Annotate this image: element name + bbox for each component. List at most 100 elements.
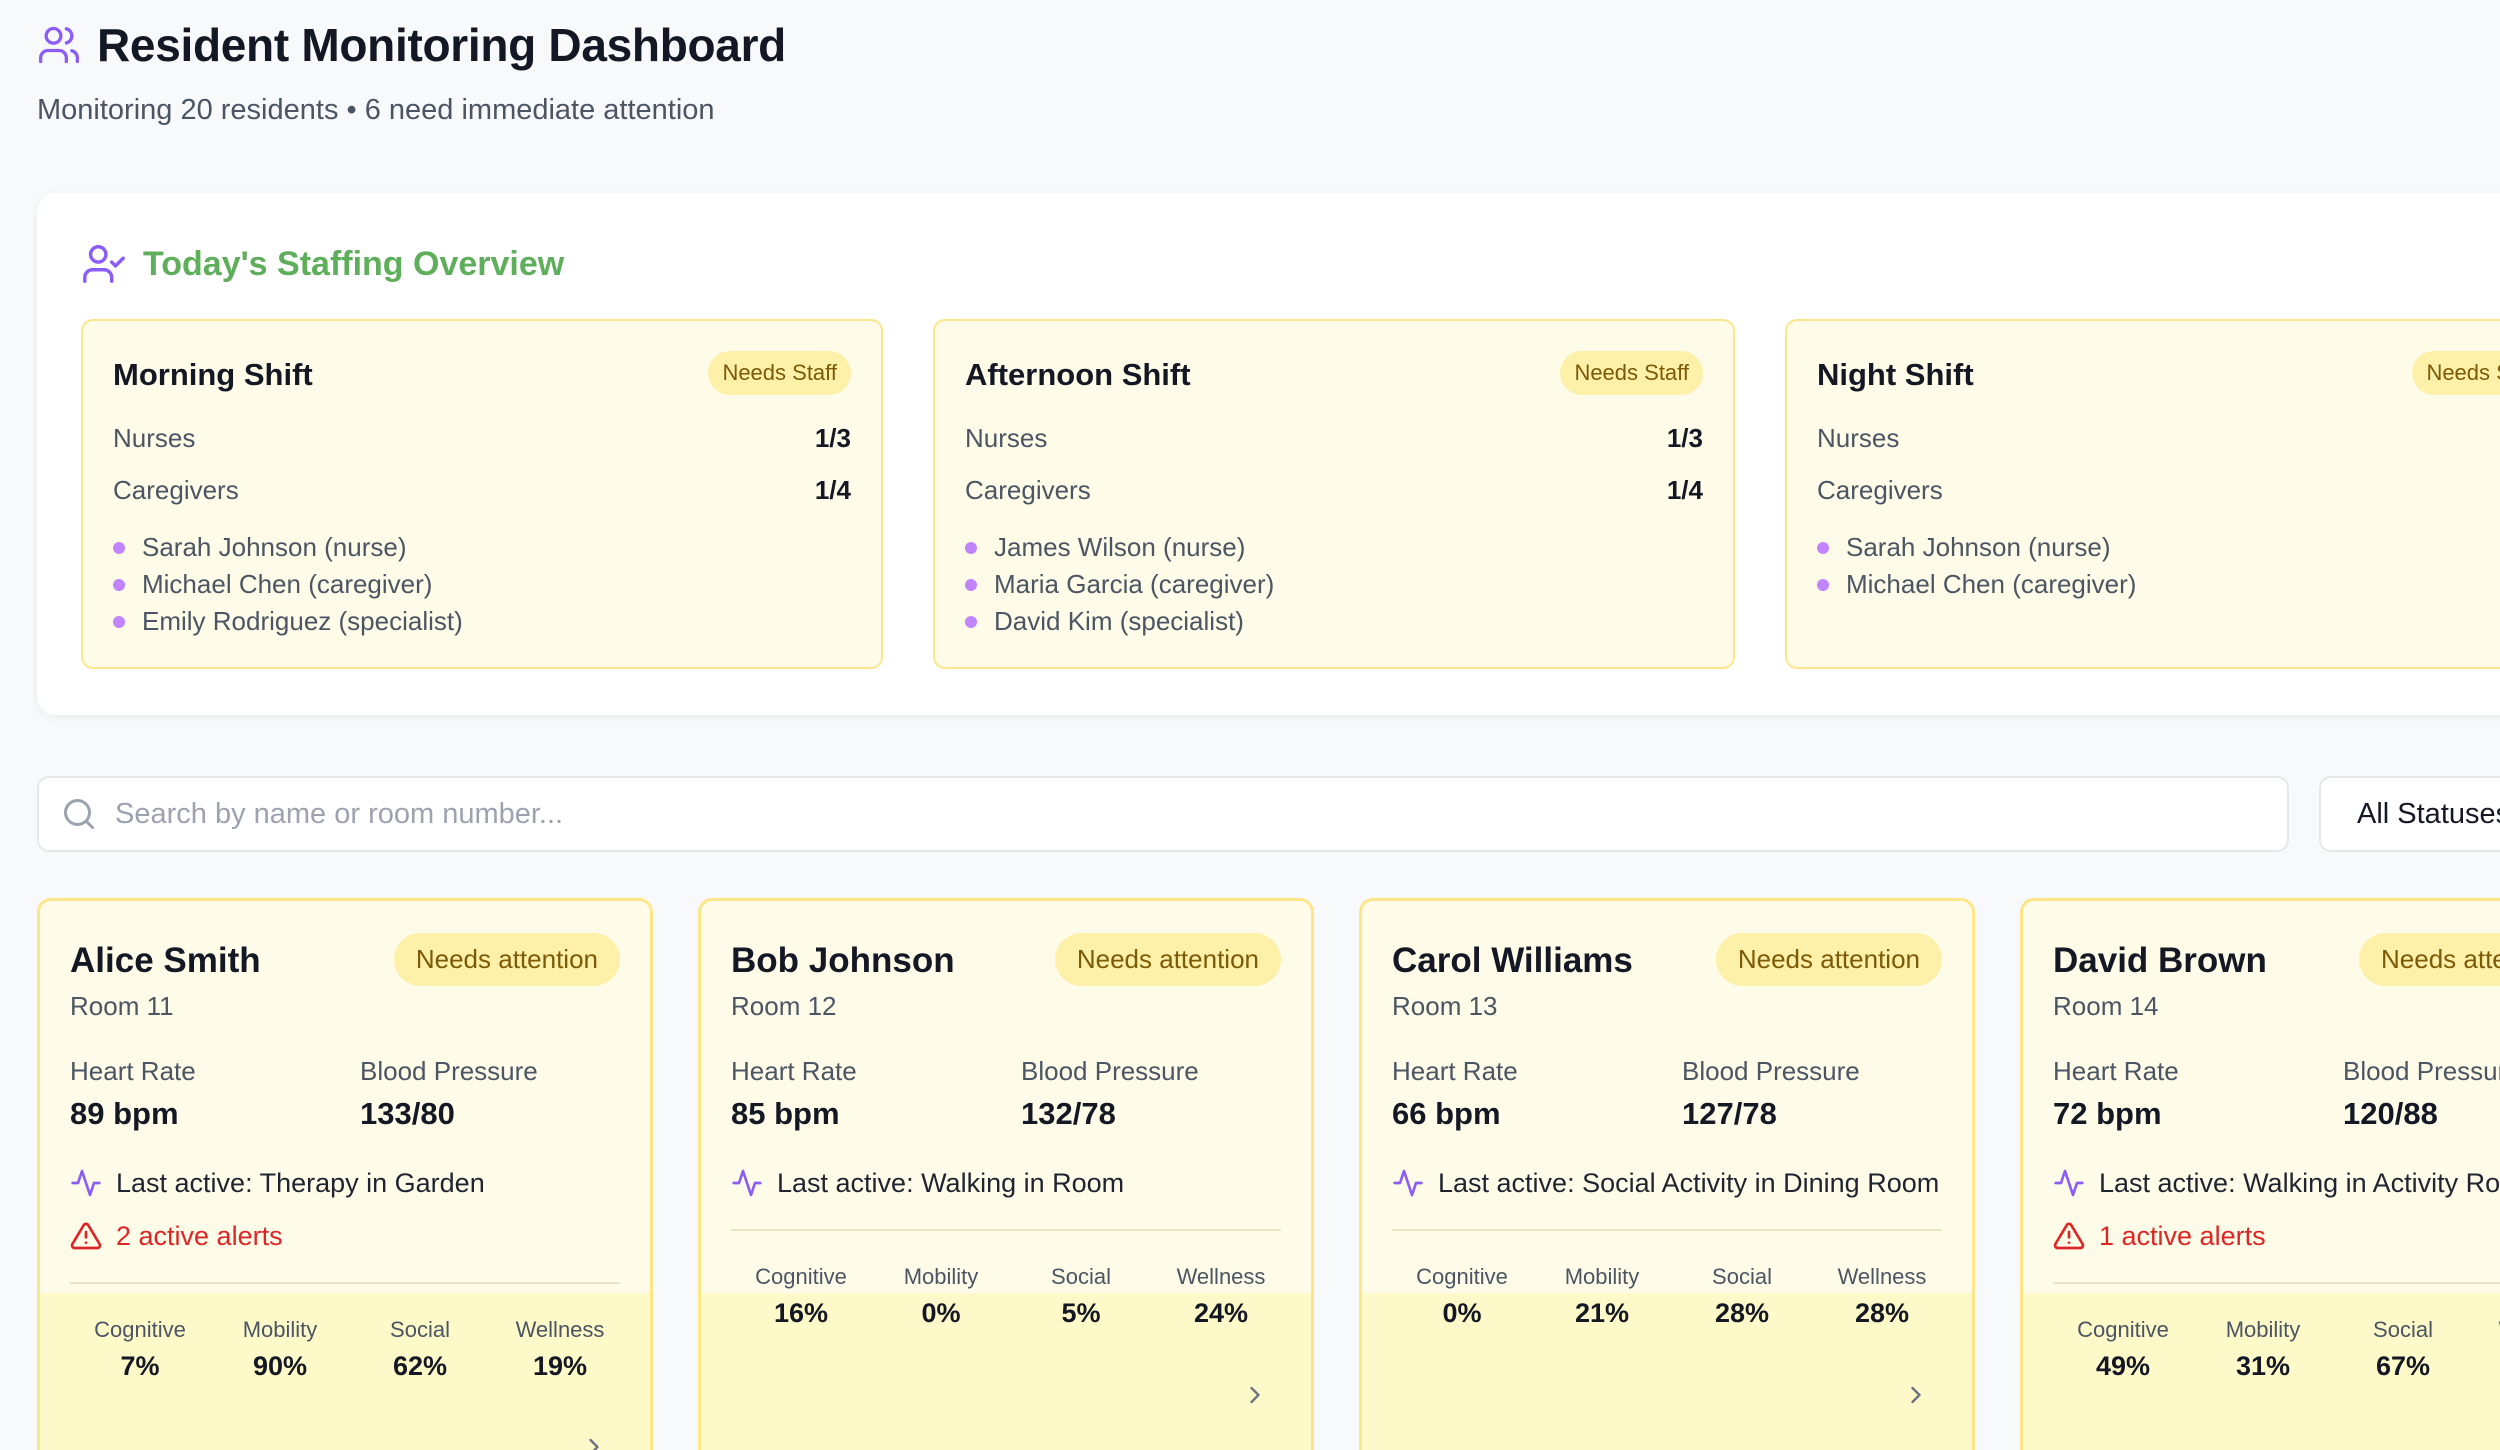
- metric-wellness: Wellness: [2473, 1317, 2500, 1382]
- card-footer: [40, 1293, 650, 1450]
- metric-label: Mobility: [903, 1264, 979, 1289]
- metric-cognitive: Cognitive 49%: [2053, 1317, 2193, 1382]
- metric-value: 28%: [1854, 1298, 1910, 1328]
- heart-rate-label: Heart Rate: [70, 1056, 196, 1086]
- nurses-count: 1/3: [814, 423, 851, 453]
- metric-value: 67%: [2375, 1351, 2431, 1381]
- last-activity: Last active: Walking in Room: [731, 1167, 1124, 1199]
- metrics-row: Cognitive 49% Mobility 31% Social 67% Welln…: [2053, 1317, 2500, 1382]
- metrics-row: Cognitive 7% Mobility 90% Social 62% Wellne…: [70, 1317, 630, 1382]
- divider: [731, 1229, 1281, 1231]
- bullet-dot-icon: [965, 615, 977, 628]
- caregivers-count: 1/4: [814, 475, 851, 505]
- status-badge: Needs Staff: [708, 351, 851, 395]
- caregivers-row: Caregivers 1/4: [113, 475, 851, 506]
- last-activity-text: Last active: Walking in Room: [777, 1167, 1125, 1198]
- chevron-right-icon[interactable]: [580, 1433, 608, 1450]
- shift-name: Afternoon Shift: [965, 357, 1191, 392]
- status-filter-select[interactable]: All Statuses: [2319, 776, 2500, 852]
- staff-member-name: David Kim (specialist): [994, 606, 1244, 636]
- staff-member: Michael Chen (caregiver): [113, 566, 463, 603]
- caregivers-label: Caregivers: [965, 475, 1091, 505]
- last-activity-text: Last active: Walking in Activity Room: [2099, 1167, 2500, 1198]
- staff-member-name: Michael Chen (caregiver): [142, 569, 433, 599]
- heart-rate-value: 85 bpm: [731, 1096, 840, 1131]
- caregivers-row: Caregivers 1/4: [965, 475, 1703, 506]
- search-input[interactable]: [113, 796, 2287, 832]
- metric-social: Social 5%: [1011, 1264, 1151, 1329]
- metric-value: 19%: [532, 1351, 588, 1381]
- resident-room: Room 12: [731, 991, 837, 1021]
- staff-member-name: Michael Chen (caregiver): [1846, 569, 2137, 599]
- metric-social: Social 28%: [1672, 1264, 1812, 1329]
- metric-value: 21%: [1574, 1298, 1630, 1328]
- bullet-dot-icon: [1817, 541, 1829, 554]
- search-icon: [64, 799, 94, 829]
- nurses-label: Nurses: [965, 423, 1048, 453]
- staff-member: Sarah Johnson (nurse): [113, 529, 463, 566]
- chevron-right-icon[interactable]: [1902, 1381, 1930, 1409]
- resident-card[interactable]: Alice Smith Room 11 Needs attention Hear…: [37, 898, 653, 1450]
- staff-member: James Wilson (nurse): [965, 529, 1274, 566]
- nurses-row: Nurses 1/3: [965, 423, 1703, 454]
- metric-label: Wellness: [515, 1317, 605, 1342]
- staff-member-name: Emily Rodriguez (specialist): [142, 606, 463, 636]
- metric-cognitive: Cognitive 0%: [1392, 1264, 1532, 1329]
- metric-mobility: Mobility 90%: [210, 1317, 350, 1382]
- heart-rate-label: Heart Rate: [1392, 1056, 1518, 1086]
- staff-member: Emily Rodriguez (specialist): [113, 603, 463, 640]
- heart-rate-value: 72 bpm: [2053, 1096, 2162, 1131]
- bullet-dot-icon: [113, 578, 125, 591]
- staff-member: Sarah Johnson (nurse): [1817, 529, 2136, 566]
- chevron-right-icon[interactable]: [1241, 1381, 1269, 1409]
- activity-icon: [1393, 1169, 1423, 1197]
- resident-name: David Brown: [2053, 941, 2267, 980]
- metric-mobility: Mobility 21%: [1532, 1264, 1672, 1329]
- metric-label: Cognitive: [2077, 1317, 2169, 1342]
- resident-card[interactable]: Carol Williams Room 13 Needs attention H…: [1359, 898, 1975, 1450]
- search-bar[interactable]: [37, 776, 2289, 852]
- bullet-dot-icon: [965, 578, 977, 591]
- metric-label: Social: [390, 1317, 450, 1342]
- resident-card[interactable]: David Brown Room 14 Needs attention Hear…: [2020, 898, 2500, 1450]
- heart-rate-label: Heart Rate: [731, 1056, 857, 1086]
- shift-name: Morning Shift: [113, 357, 313, 392]
- blood-pressure-label: Blood Pressure: [360, 1056, 538, 1086]
- bullet-dot-icon: [965, 541, 977, 554]
- metric-value: 62%: [392, 1351, 448, 1381]
- last-activity: Last active: Walking in Activity Room: [2053, 1167, 2500, 1199]
- caregivers-count: 1/4: [1666, 475, 1703, 505]
- blood-pressure-value: 132/78: [1021, 1096, 1116, 1131]
- metric-value: 0%: [1442, 1298, 1482, 1328]
- bullet-dot-icon: [113, 615, 125, 628]
- metric-value: 24%: [1193, 1298, 1249, 1328]
- metric-value: 0%: [921, 1298, 961, 1328]
- staffing-overview-panel: Today's Staffing Overview Morning Shift …: [37, 193, 2500, 715]
- resident-card[interactable]: Bob Johnson Room 12 Needs attention Hear…: [698, 898, 1314, 1450]
- staff-member-name: James Wilson (nurse): [994, 532, 1246, 562]
- last-activity: Last active: Social Activity in Dining R…: [1392, 1167, 1939, 1199]
- staff-member-name: Maria Garcia (caregiver): [994, 569, 1275, 599]
- nurses-label: Nurses: [1817, 423, 1900, 453]
- shift-card-morning: Morning Shift Needs Staff Nurses 1/3 Car…: [81, 319, 883, 669]
- metric-label: Mobility: [242, 1317, 318, 1342]
- staff-member: Michael Chen (caregiver): [1817, 566, 2136, 603]
- activity-icon: [732, 1169, 762, 1197]
- metrics-row: Cognitive 16% Mobility 0% Social 5% Wellnes…: [731, 1264, 1291, 1329]
- metric-cognitive: Cognitive 7%: [70, 1317, 210, 1382]
- nurses-row: Nurses: [1817, 423, 2500, 454]
- metric-label: Mobility: [2225, 1317, 2301, 1342]
- page-header: Resident Monitoring Dashboard Monitoring…: [37, 18, 786, 127]
- users-icon: [39, 26, 79, 64]
- card-footer: [1362, 1293, 1972, 1450]
- bullet-dot-icon: [113, 541, 125, 554]
- metric-value: 5%: [1061, 1298, 1101, 1328]
- metric-wellness: Wellness 24%: [1151, 1264, 1291, 1329]
- blood-pressure-value: 127/78: [1682, 1096, 1777, 1131]
- metric-label: Cognitive: [755, 1264, 847, 1289]
- divider: [2053, 1282, 2500, 1284]
- bullet-dot-icon: [1817, 578, 1829, 591]
- divider: [70, 1282, 620, 1284]
- metric-label: Social: [1712, 1264, 1772, 1289]
- metric-label: Wellness: [2473, 1317, 2500, 1343]
